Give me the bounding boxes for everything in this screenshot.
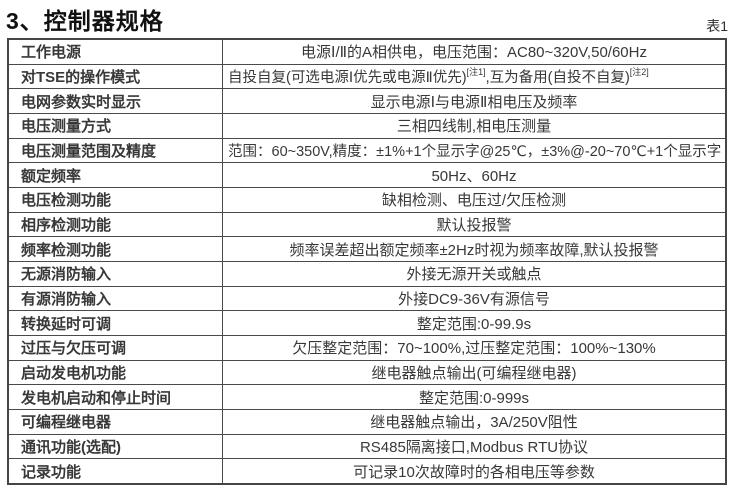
spec-label-cell: 额定频率 xyxy=(9,163,223,188)
page-title: 3、控制器规格 xyxy=(6,8,164,34)
spec-value-cell: 电源Ⅰ/Ⅱ的A相供电，电压范围：AC80~320V,50/60Hz xyxy=(301,44,647,62)
spec-value-cell: 整定范围:0-999s xyxy=(418,389,530,407)
spec-value-cell: 继电器触点输出(可编程继电器) xyxy=(371,365,577,383)
table-row-transfer-delay: 转换延时可调 整定范围:0-99.9s xyxy=(9,311,725,337)
table-row-tse-mode: 对TSE的操作模式 自投自复(可选电源Ⅰ优先或电源Ⅱ优先) [注1] ,互为备用(自… xyxy=(9,64,725,90)
spec-value-cell: 整定范围:0-99.9s xyxy=(416,315,532,333)
spec-label-cell: 电压测量范围及精度 xyxy=(9,138,223,163)
table-row-working-power: 工作电源 电源Ⅰ/Ⅱ的A相供电，电压范围：AC80~320V,50/60Hz xyxy=(9,40,725,65)
table-row-voltage-detection: 电压检测功能 缺相检测、电压过/欠压检测 xyxy=(9,188,725,213)
spec-label-cell: 过压与欠压可调 xyxy=(9,336,223,360)
spec-label-cell: 可编程继电器 xyxy=(9,410,223,434)
value-text: ,互为备用(自投不自复) xyxy=(485,70,630,86)
spec-label-cell: 电压检测功能 xyxy=(9,188,223,212)
table-row-phase-sequence: 相序检测功能 默认投报警 xyxy=(9,212,725,238)
value-text: 自投自复(可选电源Ⅰ优先或电源Ⅱ优先) xyxy=(228,70,467,86)
spec-label-cell: 电压测量方式 xyxy=(9,114,223,138)
spec-value-cell: 外接无源开关或触点 xyxy=(406,266,542,284)
table-row-record-function: 记录功能 可记录10次故障时的各相电压等参数 xyxy=(9,459,725,484)
table-row-voltage-range-accuracy: 电压测量范围及精度 范围：60~350V,精度：±1%+1个显示字@25℃，±3… xyxy=(9,138,725,164)
table-row-passive-fire-input: 无源消防输入 外接无源开关或触点 xyxy=(9,262,725,287)
spec-value-cell: 缺相检测、电压过/欠压检测 xyxy=(381,192,567,210)
table-row-frequency-detection: 频率检测功能 频率误差超出额定频率±2Hz时视为频率故障,默认投报警 xyxy=(9,237,725,263)
spec-label-cell: 无源消防输入 xyxy=(9,262,223,286)
spec-value-cell: 默认投报警 xyxy=(436,217,512,235)
table-row-grid-display: 电网参数实时显示 显示电源Ⅰ与电源Ⅱ相电压及频率 xyxy=(9,89,725,115)
table-row-programmable-relay: 可编程继电器 继电器触点输出，3A/250V阻性 xyxy=(9,410,725,435)
table-row-communication: 通讯功能(选配) RS485隔离接口,Modbus RTU协议 xyxy=(9,434,725,460)
spec-label-cell: 启动发电机功能 xyxy=(9,360,223,385)
spec-value-cell: RS485隔离接口,Modbus RTU协议 xyxy=(359,439,589,457)
spec-label-cell: 对TSE的操作模式 xyxy=(9,64,223,89)
spec-value-cell: 外接DC9-36V有源信号 xyxy=(398,291,550,309)
table-row-rated-frequency: 额定频率 50Hz、60Hz xyxy=(9,163,725,189)
spec-value-cell: 显示电源Ⅰ与电源Ⅱ相电压及频率 xyxy=(370,93,578,111)
table-row-generator-start: 启动发电机功能 继电器触点输出(可编程继电器) xyxy=(9,360,725,386)
table-row-over-under-voltage: 过压与欠压可调 欠压整定范围：70~100%,过压整定范围：100%~130% xyxy=(9,336,725,361)
table-row-generator-start-stop-time: 发电机启动和停止时间 整定范围:0-999s xyxy=(9,385,725,411)
spec-value-cell: 继电器触点输出，3A/250V阻性 xyxy=(370,414,578,432)
controller-spec-table: 工作电源 电源Ⅰ/Ⅱ的A相供电，电压范围：AC80~320V,50/60Hz 对… xyxy=(7,38,727,485)
footnote-ref-1: [注1] xyxy=(466,67,486,77)
spec-label-cell: 通讯功能(选配) xyxy=(9,434,223,459)
spec-value-cell: 可记录10次故障时的各相电压等参数 xyxy=(353,463,595,481)
table-caption: 表1 xyxy=(706,18,728,34)
spec-value-cell: 三相四线制,相电压测量 xyxy=(396,118,552,136)
spec-value-cell: 范围：60~350V,精度：±1%+1个显示字@25℃，±3%@-20~70℃+… xyxy=(228,144,722,161)
spec-label-cell: 相序检测功能 xyxy=(9,212,223,237)
spec-value-cell: 频率误差超出额定频率±2Hz时视为频率故障,默认投报警 xyxy=(289,241,659,259)
spec-value-cell: 欠压整定范围：70~100%,过压整定范围：100%~130% xyxy=(292,340,656,358)
spec-label-cell: 发电机启动和停止时间 xyxy=(9,385,223,410)
footnote-ref-2: [注2] xyxy=(629,67,649,77)
spec-value-cell: 自投自复(可选电源Ⅰ优先或电源Ⅱ优先) [注1] ,互为备用(自投不自复) [注2] xyxy=(223,65,725,89)
table-row-active-fire-input: 有源消防输入 外接DC9-36V有源信号 xyxy=(9,286,725,312)
table-row-voltage-measure-method: 电压测量方式 三相四线制,相电压测量 xyxy=(9,114,725,139)
spec-label-cell: 工作电源 xyxy=(9,40,223,64)
spec-label-cell: 频率检测功能 xyxy=(9,237,223,262)
spec-label-cell: 有源消防输入 xyxy=(9,286,223,311)
spec-label-cell: 电网参数实时显示 xyxy=(9,89,223,114)
spec-label-cell: 记录功能 xyxy=(9,459,223,484)
spec-label-cell: 转换延时可调 xyxy=(9,311,223,336)
spec-value-cell: 50Hz、60Hz xyxy=(431,167,517,185)
